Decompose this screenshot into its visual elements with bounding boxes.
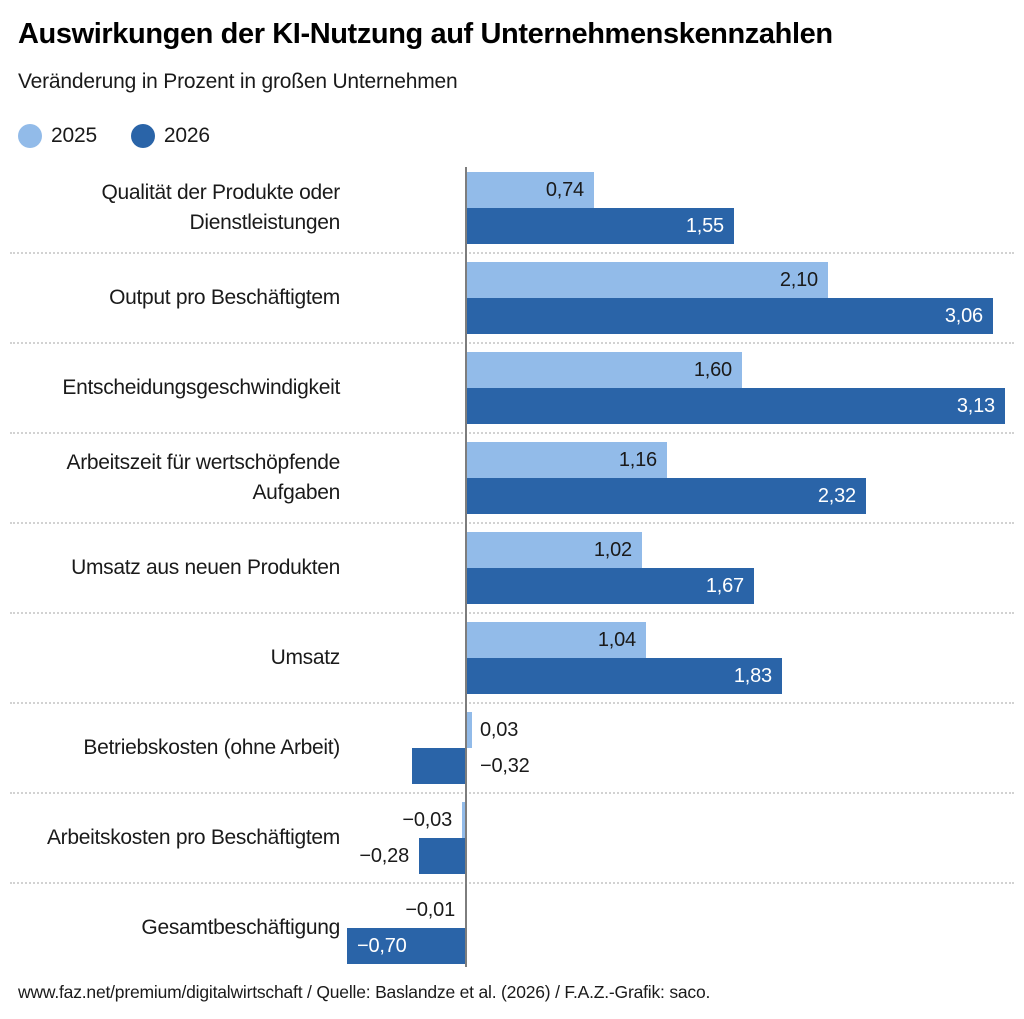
chart-row: Qualität der Produkte oder Dienstleistun… [0,163,1024,254]
bar-2025 [467,622,646,658]
row-separator [10,612,1014,614]
bar-2026 [467,208,734,244]
legend: 2025 2026 [18,124,210,148]
chart-row: Betriebskosten (ohne Arbeit) 0,03 −0,32 [0,703,1024,794]
row-separator [10,522,1014,524]
category-label: Gesamtbeschäftigung [141,916,340,939]
legend-dot-2025-icon [18,124,42,148]
chart-row: Umsatz aus neuen Produkten 1,02 1,67 [0,523,1024,614]
bar-2026 [419,838,467,874]
legend-label-2026: 2026 [163,124,210,147]
category-label: Betriebskosten (ohne Arbeit) [83,736,340,759]
page-subtitle: Veränderung in Prozent in großen Unterne… [18,70,458,93]
bar-2026 [467,298,993,334]
category-label: Umsatz [270,646,341,669]
value-label-2026: −0,70 [357,935,407,957]
chart-row: Arbeitskosten pro Beschäftigtem −0,03 −0,2… [0,793,1024,884]
bar-2026 [467,478,866,514]
chart-row: Arbeitszeit für wertschöpfende Aufgaben 1… [0,433,1024,524]
row-separator [10,252,1014,254]
value-label-2025: 0,03 [480,719,519,741]
value-label-2025: −0,03 [402,809,452,831]
value-label-2025: 1,02 [593,539,632,561]
value-label-2025: −0,01 [405,899,455,921]
bar-2026 [347,928,467,964]
value-label-2025: 1,60 [693,359,732,381]
row-separator [10,702,1014,704]
value-label-2026: −0,32 [480,755,530,777]
chart-row: Output pro Beschäftigtem 2,10 3,06 [0,253,1024,344]
bar-2025 [467,442,667,478]
value-label-2026: 2,32 [817,485,856,507]
value-label-2026: 3,06 [944,305,983,327]
axis-zero-line [465,167,467,967]
source-credit: www.faz.net/premium/digitalwirtschaft / … [18,982,711,1002]
bar-2025 [467,532,642,568]
value-label-2025: 1,16 [618,449,657,471]
legend-dot-2026-icon [130,124,155,148]
bar-2025 [467,712,472,748]
category-label: Entscheidungsgeschwindigkeit [62,376,340,399]
bar-2026 [467,388,1005,424]
bar-chart: Qualität der Produkte oder Dienstleistun… [0,163,1024,973]
value-label-2025: 1,04 [597,629,636,651]
bar-2025 [462,802,467,838]
chart-row: Entscheidungsgeschwindigkeit 1,60 3,13 [0,343,1024,434]
value-label-2026: 1,67 [705,575,744,597]
value-label-2026: 1,55 [685,215,724,237]
row-separator [10,432,1014,434]
legend-label-2025: 2025 [51,124,97,147]
category-label: Output pro Beschäftigtem [109,286,340,309]
bar-2025 [467,172,594,208]
chart-row: Gesamtbeschäftigung −0,01 −0,70 [0,883,1024,973]
bar-2025 [467,262,828,298]
chart-row: Umsatz 1,04 1,83 [0,613,1024,704]
bar-2026 [467,568,754,604]
row-separator [10,792,1014,794]
value-label-2026: 1,83 [733,665,772,687]
value-label-2026: 3,13 [956,395,995,417]
category-label: Umsatz aus neuen Produkten [71,556,340,579]
legend-item-2025: 2025 [18,124,97,148]
bar-2026 [412,748,467,784]
bar-2025 [467,352,742,388]
value-label-2026: −0,28 [359,845,409,867]
value-label-2025: 0,74 [545,179,584,201]
category-label: Arbeitszeit für wertschöpfende Aufgaben [66,451,341,504]
bar-2026 [467,658,782,694]
row-separator [10,882,1014,884]
category-label: Qualität der Produkte oder Dienstleistun… [101,181,340,234]
legend-item-2026: 2026 [130,124,210,148]
row-separator [10,342,1014,344]
value-label-2025: 2,10 [779,269,818,291]
page-title: Auswirkungen der KI-Nutzung auf Unterneh… [18,18,833,50]
category-label: Arbeitskosten pro Beschäftigtem [46,826,340,849]
